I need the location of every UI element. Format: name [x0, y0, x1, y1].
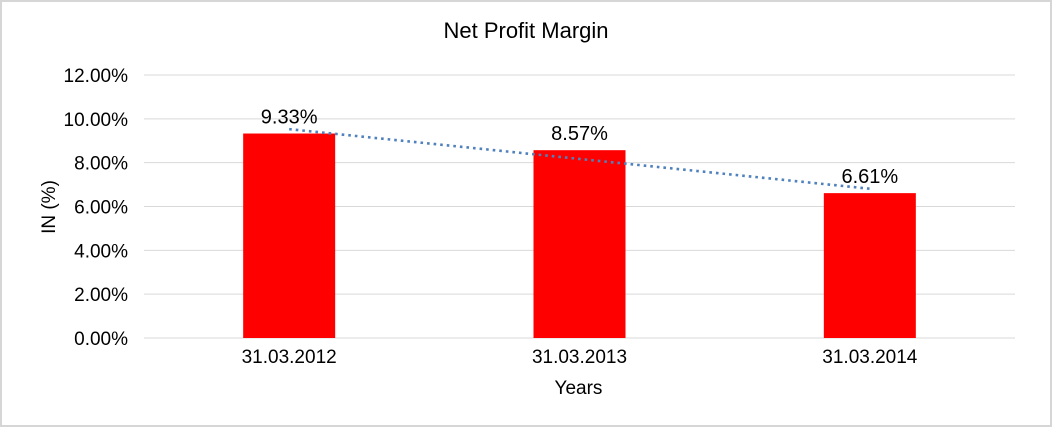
chart-title: Net Profit Margin	[443, 18, 609, 43]
bar-value-label: 9.33%	[261, 107, 318, 129]
bar-value-label: 6.61%	[841, 166, 898, 188]
x-category-label: 31.03.2014	[822, 347, 918, 368]
bar	[243, 133, 336, 338]
y-tick-label: 2.00%	[74, 285, 128, 306]
y-tick-label: 12.00%	[64, 66, 129, 87]
bar	[823, 193, 916, 338]
x-axis-title: Years	[554, 378, 603, 399]
x-category-label: 31.03.2013	[532, 347, 627, 368]
y-tick-label: 4.00%	[74, 241, 128, 262]
x-category-label: 31.03.2012	[242, 347, 337, 368]
bar-value-label: 8.57%	[551, 123, 608, 145]
bar	[533, 150, 626, 338]
y-tick-label: 10.00%	[64, 110, 129, 131]
trendline	[289, 127, 870, 191]
y-tick-label: 6.00%	[74, 198, 128, 219]
y-tick-label: 8.00%	[74, 154, 128, 175]
y-tick-label: 0.00%	[74, 329, 128, 350]
